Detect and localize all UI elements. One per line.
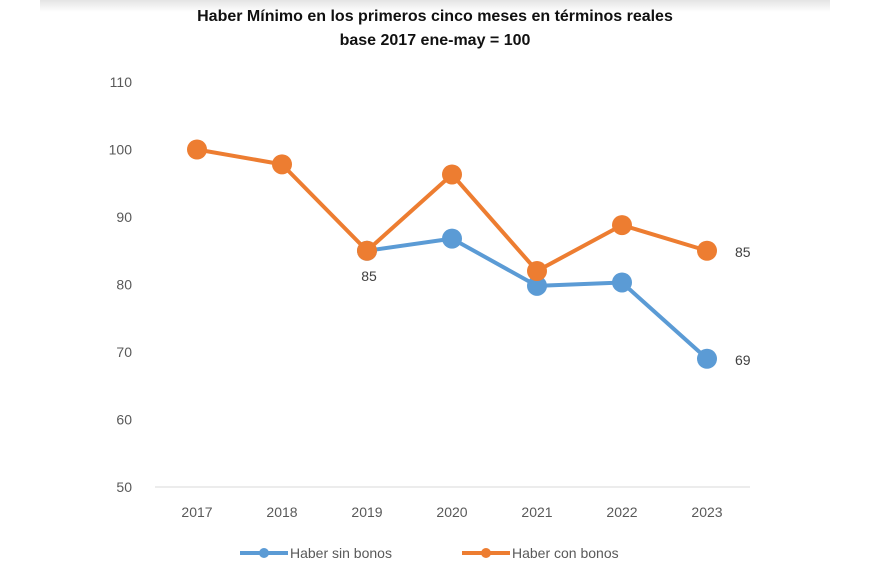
legend-label: Haber sin bonos	[290, 545, 392, 561]
x-tick-label: 2023	[691, 504, 722, 520]
data-point	[612, 215, 632, 236]
y-tick-label: 110	[110, 74, 133, 90]
data-label: 69	[735, 352, 751, 368]
top-strip	[40, 0, 830, 12]
x-tick-label: 2022	[606, 504, 637, 520]
data-point	[527, 275, 547, 296]
y-tick-label: 60	[116, 412, 132, 428]
data-point	[697, 240, 717, 261]
y-tick-label: 80	[116, 277, 132, 293]
data-point	[442, 164, 462, 185]
y-tick-label: 50	[116, 479, 132, 495]
x-tick-label: 2019	[351, 504, 382, 520]
data-label: 85	[361, 268, 377, 284]
series-line-0	[366, 236, 709, 361]
data-point	[697, 348, 717, 369]
data-point	[272, 154, 292, 175]
x-tick-label: 2017	[181, 504, 212, 520]
y-tick-label: 100	[109, 142, 133, 158]
x-tick-label: 2021	[521, 504, 552, 520]
legend-label: Haber con bonos	[512, 545, 619, 561]
chart-title: Haber Mínimo en los primeros cinco meses…	[197, 8, 673, 25]
data-point	[187, 139, 207, 160]
y-tick-label: 90	[116, 209, 132, 225]
x-tick-label: 2020	[436, 504, 467, 520]
y-tick-label: 70	[116, 344, 132, 360]
data-point	[527, 261, 547, 281]
legend-marker	[481, 548, 491, 558]
data-point	[357, 240, 377, 261]
data-point	[612, 272, 632, 293]
x-tick-label: 2018	[266, 504, 297, 520]
data-point	[442, 228, 462, 249]
data-label: 85	[735, 244, 751, 260]
legend-marker	[259, 548, 269, 558]
chart-subtitle: base 2017 ene-may = 100	[339, 32, 531, 49]
